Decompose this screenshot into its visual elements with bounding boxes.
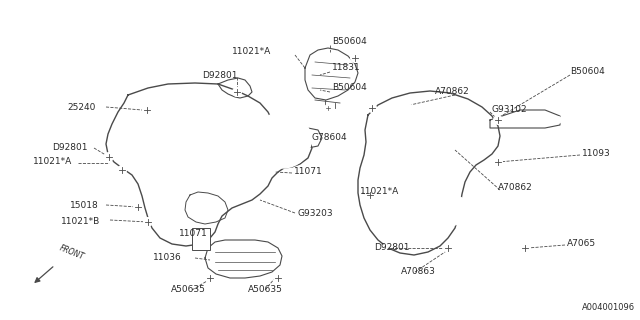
Text: 11831: 11831 (332, 63, 361, 73)
Circle shape (554, 116, 561, 124)
Circle shape (266, 206, 273, 213)
Text: D92801: D92801 (202, 70, 237, 79)
FancyBboxPatch shape (192, 228, 210, 250)
Text: 11021*A: 11021*A (33, 157, 72, 166)
Text: G78604: G78604 (312, 133, 348, 142)
Circle shape (493, 157, 502, 166)
Ellipse shape (427, 194, 469, 226)
Circle shape (444, 244, 452, 252)
Circle shape (118, 165, 127, 174)
Text: G93203: G93203 (297, 209, 333, 218)
Circle shape (143, 106, 152, 115)
Text: 11021*A: 11021*A (360, 188, 399, 196)
Text: A7065: A7065 (567, 238, 596, 247)
Circle shape (367, 181, 374, 188)
Text: 11071: 11071 (294, 167, 323, 177)
Circle shape (351, 53, 360, 62)
Circle shape (273, 274, 282, 283)
Circle shape (134, 203, 143, 212)
Circle shape (205, 274, 214, 283)
Circle shape (381, 244, 388, 252)
Text: 15018: 15018 (70, 201, 99, 210)
Circle shape (520, 244, 529, 252)
Text: B50604: B50604 (332, 37, 367, 46)
Circle shape (493, 116, 502, 124)
Ellipse shape (384, 165, 436, 205)
Text: 11021*A: 11021*A (232, 47, 271, 57)
Text: 11071: 11071 (179, 229, 207, 238)
Text: 25240: 25240 (68, 102, 96, 111)
Text: A70863: A70863 (401, 268, 435, 276)
Circle shape (104, 153, 113, 162)
Circle shape (447, 147, 454, 154)
Circle shape (365, 190, 374, 199)
Circle shape (406, 105, 413, 111)
Circle shape (367, 103, 376, 113)
Circle shape (228, 166, 236, 173)
Circle shape (262, 119, 304, 161)
Circle shape (255, 112, 311, 168)
Text: A004001096: A004001096 (582, 303, 635, 312)
Text: A70862: A70862 (498, 183, 532, 193)
Text: B50604: B50604 (332, 84, 367, 92)
Text: 11036: 11036 (153, 252, 182, 261)
Circle shape (143, 218, 152, 227)
Ellipse shape (376, 209, 400, 227)
Text: A50635: A50635 (171, 285, 205, 294)
Text: A50635: A50635 (248, 285, 282, 294)
Text: FRONT: FRONT (58, 244, 86, 262)
Circle shape (324, 105, 332, 111)
Text: 11021*B: 11021*B (61, 218, 100, 227)
Text: D92801: D92801 (52, 142, 88, 151)
Text: G93102: G93102 (492, 106, 527, 115)
Text: B50604: B50604 (570, 68, 605, 76)
Text: D92801: D92801 (374, 243, 410, 252)
Circle shape (252, 181, 259, 188)
Circle shape (232, 87, 241, 97)
Text: 11093: 11093 (582, 148, 611, 157)
Text: A70862: A70862 (435, 87, 469, 97)
